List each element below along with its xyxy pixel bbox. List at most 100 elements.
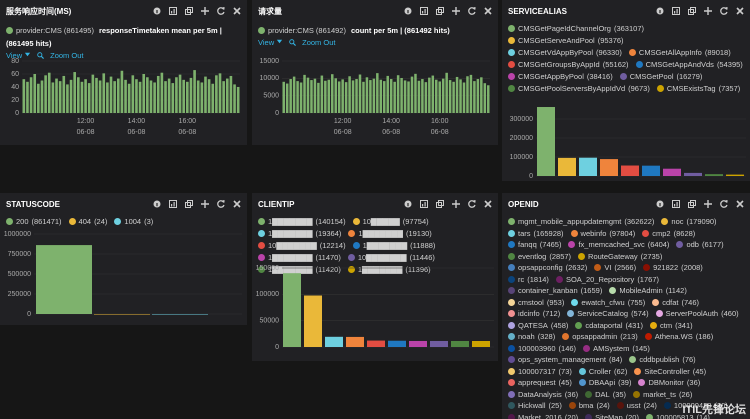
- legend-item[interactable]: MobileAdmin (1142): [609, 286, 687, 297]
- chart-icon[interactable]: [169, 200, 177, 208]
- refresh-icon[interactable]: [217, 7, 225, 15]
- legend-item[interactable]: 1▇▇▇▇▇▇▇ (11888): [352, 241, 435, 251]
- legend-item[interactable]: apprequest (45): [508, 378, 572, 389]
- legend-item[interactable]: fanqq (7465): [508, 240, 561, 251]
- legend-item[interactable]: CMSGetVdAppByPool (96330): [508, 48, 622, 58]
- info-icon[interactable]: [656, 200, 664, 208]
- legend-item[interactable]: opsappadmin (213): [562, 332, 638, 343]
- info-icon[interactable]: [404, 7, 412, 15]
- zoom-out-link[interactable]: Zoom Out: [302, 38, 336, 47]
- legend-item[interactable]: CMSGetAppByPool (38416): [508, 72, 613, 82]
- refresh-icon[interactable]: [720, 7, 728, 15]
- legend-item[interactable]: ServiceCatalog (574): [567, 309, 649, 320]
- legend-item[interactable]: market_ts (26): [633, 390, 692, 401]
- legend-item[interactable]: RouteGateway (2735): [578, 252, 662, 263]
- legend-item[interactable]: 1▇▇▇▇▇▇▇ (11470): [258, 253, 341, 263]
- legend-item[interactable]: CMSExistsTag (7357): [656, 84, 740, 94]
- legend-item[interactable]: CMSGetPageIdChannelOrg (363107): [508, 24, 644, 34]
- legend-item[interactable]: 1▇▇▇▇▇▇▇ (11420): [258, 265, 341, 275]
- copy-icon[interactable]: [688, 7, 696, 15]
- legend-item[interactable]: 10▇▇▇▇▇▇▇ (12214): [258, 241, 346, 251]
- legend-item[interactable]: tars (165928): [508, 229, 564, 240]
- refresh-icon[interactable]: [468, 200, 476, 208]
- legend-item[interactable]: CMSGetGroupsByAppId (55162): [508, 60, 629, 70]
- legend-item[interactable]: Market_2016 (20): [508, 413, 578, 419]
- legend-item[interactable]: SiteMap (20): [585, 413, 639, 419]
- copy-icon[interactable]: [436, 7, 444, 15]
- legend-item[interactable]: container_kanban (1659): [508, 286, 602, 297]
- legend-item[interactable]: mgmt_mobile_appupdatemgmt (362622): [508, 217, 654, 228]
- legend-item[interactable]: 10▇▇▇▇▇▇▇ (11446): [347, 253, 435, 263]
- copy-icon[interactable]: [436, 200, 444, 208]
- legend-item[interactable]: cddbpublish (76): [629, 355, 696, 366]
- move-icon[interactable]: [201, 200, 209, 208]
- legend-item[interactable]: SOA_20_Repository (1767): [555, 275, 659, 286]
- legend-item[interactable]: idcinfo (712): [508, 309, 560, 320]
- legend-item[interactable]: CMSGetServeAndPool (95376): [508, 36, 624, 46]
- legend-item[interactable]: noc (179090): [661, 217, 717, 228]
- close-icon[interactable]: [484, 200, 492, 208]
- legend-item[interactable]: ctm (341): [650, 321, 693, 332]
- move-icon[interactable]: [452, 7, 460, 15]
- legend-item[interactable]: CMSGetPoolServersByAppIdVd (9673): [508, 84, 650, 94]
- legend-item[interactable]: cmp2 (8628): [642, 229, 695, 240]
- info-icon[interactable]: [153, 7, 161, 15]
- info-icon[interactable]: [153, 200, 161, 208]
- copy-icon[interactable]: [185, 7, 193, 15]
- legend-item[interactable]: AMSystem (145): [583, 344, 650, 355]
- legend-item[interactable]: ServerPoolAuth (460): [655, 309, 739, 320]
- chart-icon[interactable]: [420, 7, 428, 15]
- legend-item[interactable]: bma (24): [568, 401, 610, 412]
- legend-item[interactable]: webinfo (97804): [570, 229, 635, 240]
- view-link[interactable]: View: [6, 51, 31, 60]
- legend-item[interactable]: CMSGetAllAppInfo (89018): [628, 48, 731, 58]
- close-icon[interactable]: [736, 200, 744, 208]
- legend-item[interactable]: usst (24): [616, 401, 657, 412]
- legend-item[interactable]: CMSGetPool (16279): [619, 72, 702, 82]
- legend-item[interactable]: SiteController (45): [634, 367, 706, 378]
- legend-item[interactable]: 1004 (3): [114, 217, 153, 227]
- refresh-icon[interactable]: [217, 200, 225, 208]
- legend-item[interactable]: noah (328): [508, 332, 555, 343]
- view-link[interactable]: View: [258, 38, 283, 47]
- legend-item[interactable]: 404 (24): [68, 217, 107, 227]
- info-icon[interactable]: [404, 200, 412, 208]
- legend-item[interactable]: fx_memcached_svc (6404): [568, 240, 669, 251]
- legend-item[interactable]: Athena.WS (186): [644, 332, 713, 343]
- legend-item[interactable]: rc (1814): [508, 275, 549, 286]
- legend-item[interactable]: Hickwall (25): [508, 401, 562, 412]
- legend-item[interactable]: 1▇▇▇▇▇▇▇ (11396): [347, 265, 431, 275]
- close-icon[interactable]: [233, 7, 241, 15]
- legend-item[interactable]: cdfat (746): [652, 298, 699, 309]
- legend-item[interactable]: eventlog (2857): [508, 252, 571, 263]
- legend-item[interactable]: 100000428 (20): [663, 401, 728, 412]
- legend-item[interactable]: DBMonitor (36): [638, 378, 700, 389]
- legend-item[interactable]: 1▇▇▇▇▇▇▇ (140154): [258, 217, 346, 227]
- zoom-out-link[interactable]: Zoom Out: [50, 51, 84, 60]
- move-icon[interactable]: [452, 200, 460, 208]
- info-icon[interactable]: [656, 7, 664, 15]
- move-icon[interactable]: [704, 7, 712, 15]
- close-icon[interactable]: [484, 7, 492, 15]
- chart-icon[interactable]: [420, 200, 428, 208]
- legend-item[interactable]: DAL (35): [585, 390, 626, 401]
- legend-item[interactable]: opsappconfig (2632): [508, 263, 587, 274]
- refresh-icon[interactable]: [468, 7, 476, 15]
- legend-item[interactable]: 200 (861471): [6, 217, 62, 227]
- legend-item[interactable]: 100007317 (73): [508, 367, 572, 378]
- legend-item[interactable]: cmstool (953): [508, 298, 564, 309]
- legend-item[interactable]: cdataportal (431): [575, 321, 643, 332]
- close-icon[interactable]: [233, 200, 241, 208]
- legend-item[interactable]: 10▇▇▇▇▇ (97754): [352, 217, 429, 227]
- move-icon[interactable]: [201, 7, 209, 15]
- chart-icon[interactable]: [672, 200, 680, 208]
- legend-item[interactable]: 1▇▇▇▇▇▇▇ (19130): [348, 229, 432, 239]
- legend-item[interactable]: 100003960 (146): [508, 344, 576, 355]
- move-icon[interactable]: [704, 200, 712, 208]
- legend-item[interactable]: ewatch_cfwu (755): [571, 298, 645, 309]
- legend-item[interactable]: 1▇▇▇▇▇▇▇ (19364): [258, 229, 341, 239]
- chart-icon[interactable]: [169, 7, 177, 15]
- legend-item[interactable]: odb (6177): [676, 240, 724, 251]
- legend-item[interactable]: DataAnalysis (36): [508, 390, 578, 401]
- legend-item[interactable]: DBAApi (39): [578, 378, 631, 389]
